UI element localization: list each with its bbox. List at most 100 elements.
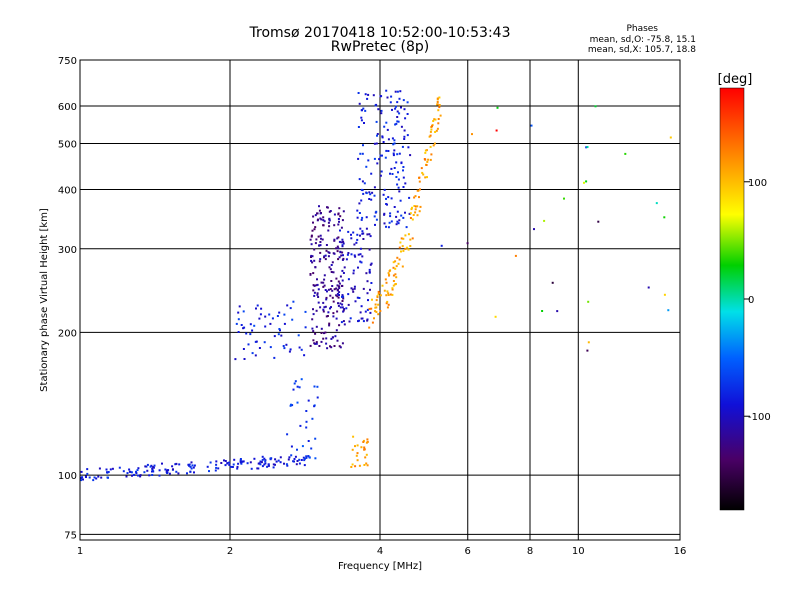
- data-point: [317, 288, 320, 291]
- data-point: [400, 250, 402, 253]
- data-point: [320, 218, 323, 221]
- data-point: [269, 346, 272, 349]
- data-point: [86, 468, 89, 471]
- data-point: [264, 459, 267, 462]
- data-point: [397, 262, 400, 265]
- data-point: [88, 476, 91, 479]
- data-point: [188, 463, 191, 466]
- data-point: [342, 210, 345, 213]
- data-point: [396, 256, 399, 259]
- data-point: [137, 467, 140, 470]
- data-point: [231, 466, 234, 468]
- data-point: [148, 474, 151, 477]
- data-point: [347, 230, 350, 233]
- data-point: [98, 467, 101, 470]
- data-point: [313, 228, 316, 231]
- data-point: [404, 211, 406, 214]
- data-point: [267, 463, 270, 466]
- data-point: [407, 248, 410, 251]
- data-point: [342, 240, 345, 243]
- data-point: [323, 284, 326, 287]
- data-point: [397, 186, 400, 189]
- data-point: [255, 340, 258, 343]
- data-point: [377, 303, 380, 306]
- data-point: [289, 404, 292, 407]
- data-point: [436, 97, 439, 100]
- data-point: [329, 345, 331, 348]
- data-point: [357, 126, 360, 128]
- colorbar-tick-label: -100: [748, 412, 771, 423]
- data-point: [394, 267, 397, 270]
- data-point: [387, 294, 390, 296]
- data-point: [373, 186, 376, 189]
- data-point: [319, 251, 322, 254]
- data-point: [333, 238, 336, 241]
- data-point: [381, 135, 384, 138]
- data-point: [364, 456, 367, 459]
- data-point: [387, 150, 390, 152]
- data-point: [395, 161, 398, 164]
- data-point: [279, 461, 282, 464]
- data-point: [350, 287, 353, 290]
- data-point: [314, 332, 317, 335]
- data-point: [366, 280, 369, 283]
- data-point: [356, 296, 359, 299]
- data-point: [352, 269, 355, 272]
- data-point: [268, 313, 271, 316]
- data-point: [360, 261, 363, 264]
- data-point: [398, 112, 401, 115]
- data-point: [433, 118, 436, 121]
- data-point: [341, 300, 344, 302]
- data-point: [234, 358, 237, 361]
- data-point: [354, 300, 357, 303]
- y-tick-label: 300: [58, 245, 77, 256]
- data-point: [328, 251, 331, 254]
- data-point: [338, 282, 341, 285]
- data-point: [395, 105, 397, 108]
- data-point: [409, 217, 412, 219]
- data-point: [339, 346, 342, 349]
- data-point: [251, 329, 254, 332]
- data-point: [323, 306, 326, 309]
- data-point: [293, 458, 296, 460]
- data-point: [332, 315, 335, 318]
- data-point: [360, 446, 363, 449]
- data-point: [318, 209, 321, 212]
- data-point: [410, 208, 413, 211]
- data-point: [330, 280, 333, 282]
- data-point: [422, 173, 425, 176]
- data-point: [412, 214, 415, 216]
- data-point: [586, 146, 589, 148]
- data-point: [316, 396, 319, 399]
- data-point: [144, 465, 147, 468]
- data-point: [389, 293, 392, 296]
- data-point: [416, 214, 419, 217]
- data-point: [385, 294, 388, 297]
- data-point: [342, 320, 345, 323]
- data-points: [80, 89, 672, 482]
- data-point: [316, 278, 318, 281]
- data-point: [374, 223, 376, 226]
- data-point: [312, 215, 315, 218]
- data-point: [373, 194, 376, 197]
- data-point: [172, 468, 174, 471]
- data-point: [395, 215, 398, 218]
- data-point: [316, 293, 319, 296]
- data-point: [375, 210, 378, 213]
- data-point: [190, 467, 193, 470]
- data-point: [128, 468, 131, 471]
- data-point: [406, 113, 409, 115]
- data-point: [336, 284, 339, 287]
- data-point: [149, 465, 152, 468]
- data-point: [271, 317, 274, 320]
- data-point: [437, 109, 440, 112]
- data-point: [273, 335, 276, 338]
- data-point: [320, 237, 322, 240]
- data-point: [317, 296, 320, 298]
- data-point: [238, 305, 241, 308]
- data-point: [191, 464, 194, 467]
- data-point: [413, 196, 416, 199]
- data-point: [285, 343, 288, 346]
- data-point: [336, 237, 339, 240]
- data-point: [376, 133, 379, 135]
